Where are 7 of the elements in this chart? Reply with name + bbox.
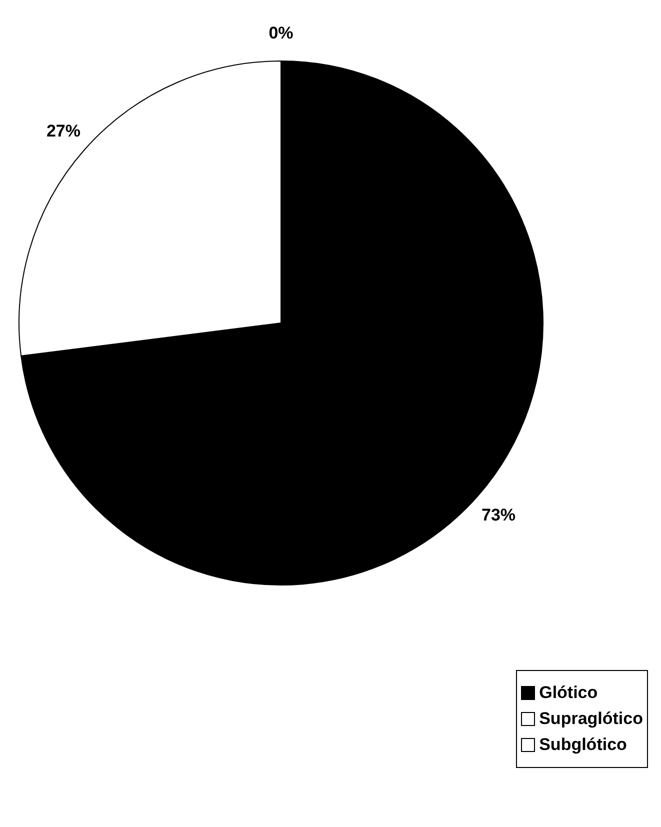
legend-label: Subglótico <box>539 735 627 755</box>
legend-label: Glótico <box>539 683 598 703</box>
data-label: 27% <box>46 122 80 141</box>
pie-slice <box>20 60 544 586</box>
legend-label: Supraglótico <box>539 709 643 729</box>
data-label: 73% <box>482 505 516 524</box>
text: 0% <box>268 24 294 42</box>
